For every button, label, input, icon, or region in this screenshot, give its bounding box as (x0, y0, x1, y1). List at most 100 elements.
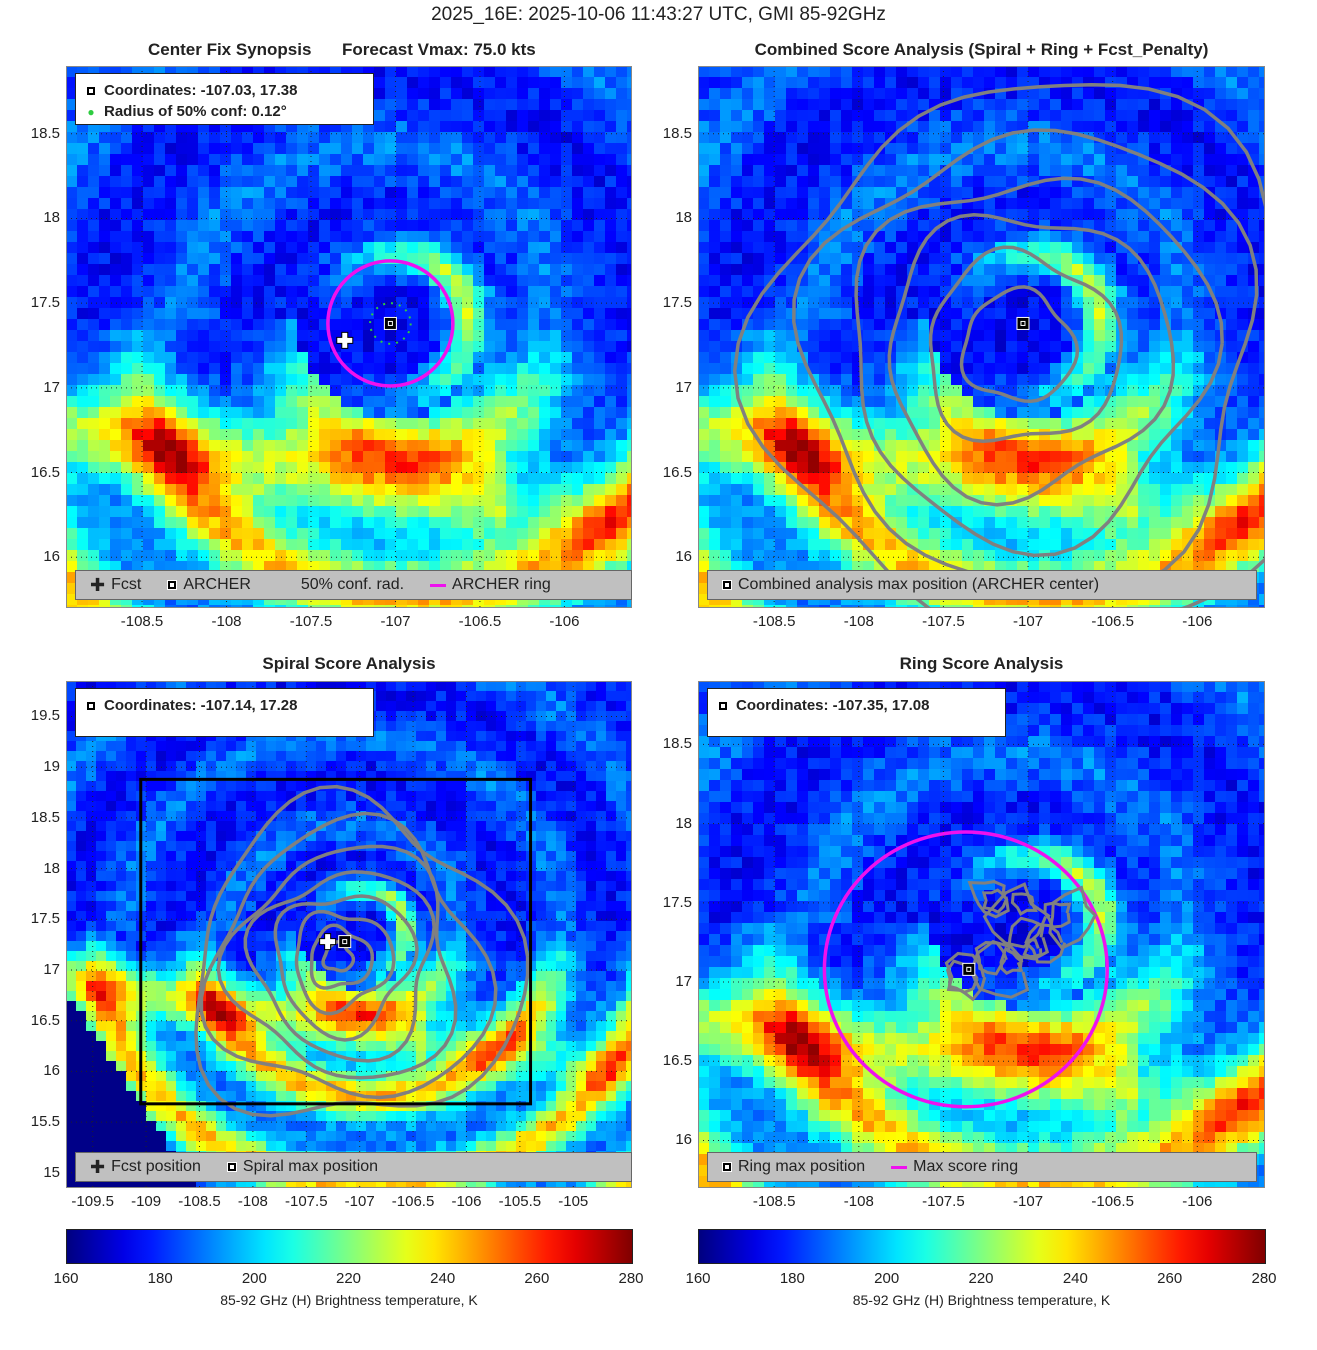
figure-title: 2025_16E: 2025-10-06 11:43:27 UTC, GMI 8… (431, 4, 886, 25)
x-tick-label: -106.5 (458, 613, 502, 630)
ring-square-icon (722, 1162, 732, 1172)
spiral-score-contour (294, 909, 396, 1016)
combined-field (698, 66, 1265, 608)
y-tick-label: 17.5 (30, 910, 60, 928)
combined-title: Combined Score Analysis (Spiral + Ring +… (754, 40, 1209, 59)
ring-score-contour (1022, 938, 1043, 959)
spiral-score-contour (199, 811, 498, 1100)
synopsis-panel: Coordinates: -107.03, 17.38 ● Radius of 5… (66, 66, 632, 608)
y-tick-label: 17 (43, 960, 60, 978)
x-tick-label: -108.5 (752, 613, 796, 630)
colorbar-tick-label: 280 (1251, 1270, 1277, 1287)
y-tick-label: 16 (43, 1062, 60, 1080)
y-tick-label: 18 (43, 859, 60, 877)
x-tick-label: -106 (1182, 1193, 1213, 1210)
x-tick-label: -106 (549, 613, 580, 630)
spiral-square-icon (226, 1162, 237, 1172)
y-tick-label: 18 (675, 209, 692, 227)
y-tick-label: 16.5 (662, 463, 692, 481)
combined-score-contour (928, 245, 1124, 443)
combined-score-contour (887, 213, 1176, 507)
ring-field (698, 681, 1265, 1188)
spiral-score-contour (273, 894, 419, 1042)
y-tick-label: 17.5 (662, 893, 692, 911)
y-tick-label: 16.5 (662, 1052, 692, 1070)
y-tick-label: 18.5 (30, 124, 60, 142)
ring-score-contour (967, 880, 1010, 919)
x-tick-label: -107 (1013, 613, 1044, 630)
spiral-square-icon (86, 700, 96, 711)
y-tick-label: 17.5 (30, 294, 60, 312)
legend-fcst: Fcst (111, 576, 142, 593)
colorbar-tick-label: 180 (147, 1270, 173, 1287)
legend-archer: ARCHER (183, 576, 251, 593)
legend-ring: ARCHER ring (452, 576, 551, 593)
magenta-line-icon (891, 1165, 908, 1169)
colorbar-left (66, 1229, 633, 1264)
conf-radius-circle (369, 302, 412, 345)
x-tick-label: -108.5 (752, 1193, 796, 1210)
x-tick-label: -109 (131, 1193, 162, 1210)
legend-max-ring: Max score ring (913, 1158, 1019, 1175)
ring-title: Ring Score Analysis (899, 654, 1064, 673)
spiral-panel: Coordinates: -107.14, 17.28 ✚ Fcst positi… (66, 681, 632, 1188)
ring-info-box: Coordinates: -107.35, 17.08 (707, 688, 1006, 737)
colorbar-tick-label: 180 (779, 1270, 805, 1287)
colorbar-right-title: 85-92 GHz (H) Brightness temperature, K (852, 1292, 1111, 1308)
ring-score-contour (999, 946, 1024, 975)
archer-square-icon (167, 580, 178, 590)
x-tick-label: -106.5 (1091, 1193, 1134, 1210)
colorbar-tick-label: 240 (430, 1270, 456, 1287)
ring-coords: Coordinates: -107.35, 17.08 (736, 697, 930, 714)
green-dot-icon: ● (87, 104, 95, 119)
x-tick-label: -109.5 (71, 1193, 114, 1210)
x-tick-label: -106 (1182, 613, 1213, 630)
y-tick-label: 18.5 (30, 808, 60, 826)
ring-max-marker (962, 962, 976, 976)
combined-legend: Combined analysis max position (ARCHER c… (707, 570, 1257, 600)
y-tick-label: 17 (675, 973, 692, 991)
colorbar-right (698, 1229, 1266, 1264)
combined-score-contour (959, 285, 1080, 404)
synopsis-coords: Coordinates: -107.03, 17.38 (104, 82, 298, 99)
y-tick-label: 16 (675, 1131, 692, 1149)
fcst-cross-icon: ✚ (90, 575, 106, 595)
x-tick-label: -107.5 (922, 613, 965, 630)
combined-score-contour (732, 82, 1265, 608)
x-tick-label: -108 (237, 1193, 268, 1210)
x-tick-label: -105 (558, 1193, 589, 1210)
synopsis-info-box: Coordinates: -107.03, 17.38 ● Radius of 5… (75, 73, 374, 125)
x-tick-label: -108.5 (120, 613, 164, 630)
x-tick-label: -105.5 (498, 1193, 542, 1210)
legend-combined-max: Combined analysis max position (ARCHER c… (738, 576, 1100, 593)
colorbar-tick-label: 200 (874, 1270, 900, 1287)
forecast-position-marker (319, 933, 337, 951)
synopsis-field (66, 66, 632, 608)
ring-score-contour (1043, 901, 1072, 929)
combined-panel: Combined analysis max position (ARCHER c… (698, 66, 1265, 608)
x-tick-label: -106.5 (1091, 613, 1134, 630)
ring-score-contour (981, 888, 1009, 914)
x-tick-label: -108 (843, 1193, 874, 1210)
synopsis-radius: Radius of 50% conf: 0.12° (104, 103, 287, 120)
x-tick-label: -107 (1013, 1193, 1044, 1210)
y-tick-label: 19.5 (30, 707, 60, 725)
spiral-score-contour (216, 844, 458, 1080)
spiral-legend: ✚ Fcst position Spiral max position (75, 1152, 632, 1182)
colorbar-tick-label: 220 (335, 1270, 362, 1287)
archer-ring (326, 259, 455, 388)
ring-score-contour (1006, 916, 1050, 961)
combined-max-marker (1016, 316, 1030, 330)
spiral-search-box (139, 777, 533, 1106)
spiral-score-contour (243, 870, 436, 1063)
ring-score-contour (974, 940, 1008, 976)
fcst-cross-icon: ✚ (90, 1157, 106, 1177)
colorbar-tick-label: 160 (53, 1270, 79, 1287)
spiral-score-contour (309, 923, 375, 990)
colorbar-tick-label: 280 (618, 1270, 644, 1287)
x-tick-label: -107.5 (922, 1193, 965, 1210)
x-tick-label: -106 (451, 1193, 482, 1210)
spiral-coords: Coordinates: -107.14, 17.28 (104, 697, 298, 714)
colorbar-left-title: 85-92 GHz (H) Brightness temperature, K (220, 1292, 478, 1308)
y-tick-label: 16 (675, 548, 692, 566)
